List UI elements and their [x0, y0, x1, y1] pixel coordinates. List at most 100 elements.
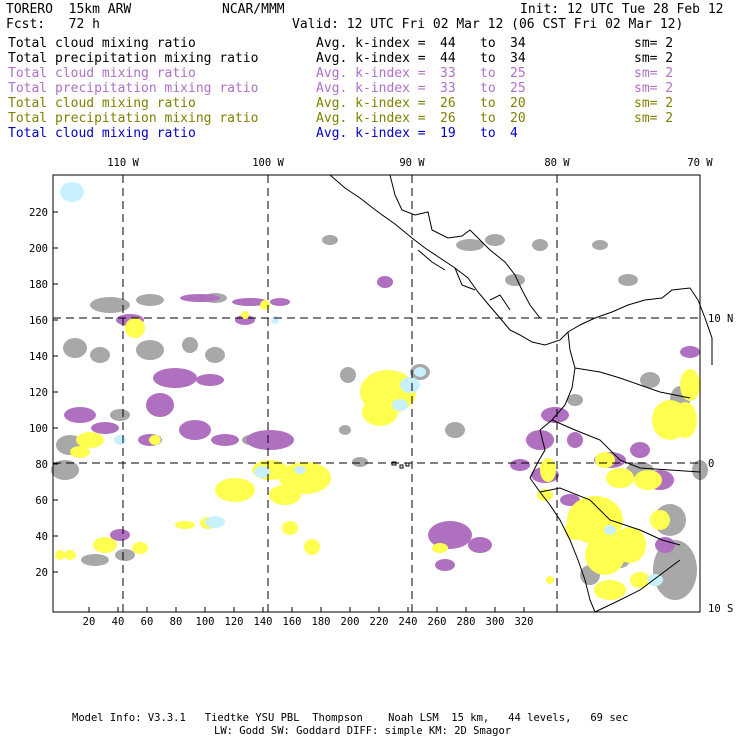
undefined	[650, 510, 670, 530]
x-tick-label: 160	[283, 616, 302, 628]
undefined	[114, 435, 126, 445]
x-tick-label: 200	[341, 616, 360, 628]
x-tick-label: 240	[399, 616, 418, 628]
light-blue-cloud-layer	[60, 182, 663, 586]
legend-kindex-to: 20	[510, 111, 526, 126]
legend-kindex-label: Avg. k-index =	[316, 66, 426, 81]
undefined	[595, 452, 615, 468]
lon-label: 110 W	[107, 157, 139, 169]
map-frame	[52, 174, 701, 613]
legend-kindex-from: 26	[440, 111, 456, 126]
x-tick-label: 180	[312, 616, 331, 628]
undefined	[55, 550, 65, 560]
legend-smoothing: sm= 2	[634, 111, 674, 126]
forecast-hour: Fcst: 72 h	[6, 17, 100, 32]
undefined	[604, 525, 616, 535]
undefined	[445, 422, 465, 438]
legend-kindex-from: 33	[440, 66, 456, 81]
valid-time: Valid: 12 UTC Fri 02 Mar 12 (06 CST Fri …	[292, 17, 684, 32]
undefined	[565, 520, 585, 540]
x-tick-label: 260	[428, 616, 447, 628]
undefined	[630, 572, 650, 588]
legend-kindex-to: 34	[510, 36, 526, 51]
x-tick-label: 140	[254, 616, 273, 628]
undefined	[93, 537, 117, 553]
legend-row: Total precipitation mixing ratio Avg. k-i…	[8, 81, 738, 96]
undefined	[64, 550, 76, 560]
legend-row: Total cloud mixing ratio Avg. k-index = 26…	[8, 96, 738, 111]
legend-field: Total cloud mixing ratio	[8, 96, 196, 111]
init-time: Init: 12 UTC Tue 28 Feb 12	[520, 2, 724, 17]
y-tick-label: 140	[29, 351, 48, 363]
undefined	[567, 394, 583, 406]
undefined	[269, 485, 301, 505]
undefined	[456, 239, 484, 251]
coastline-mexico-central-america	[329, 174, 569, 346]
undefined	[594, 580, 626, 600]
undefined	[110, 529, 130, 541]
coastline-south-america-north	[697, 299, 713, 365]
legend-field: Total precipitation mixing ratio	[8, 81, 259, 96]
lon-label: 80 W	[544, 157, 570, 169]
legend-kindex-label: Avg. k-index =	[316, 111, 426, 126]
legend-smoothing: sm= 2	[634, 66, 674, 81]
undefined	[647, 574, 663, 586]
legend-row: Total cloud mixing ratio Avg. k-index = 33…	[8, 66, 738, 81]
legend-kindex-to-word: to	[480, 111, 496, 126]
coastline-caribbean	[567, 287, 699, 333]
legend-kindex-to-word: to	[480, 81, 496, 96]
undefined	[90, 347, 110, 363]
model-info-line: Model Info: V3.3.1 Tiedtke YSU PBL Thomp…	[72, 712, 629, 724]
undefined	[282, 521, 298, 535]
lon-label: 70 W	[687, 157, 713, 169]
undefined	[322, 235, 338, 245]
y-tick-label: 60	[35, 495, 48, 507]
legend-kindex-from: 33	[440, 81, 456, 96]
undefined	[640, 372, 660, 388]
undefined	[136, 340, 164, 360]
axis-ticks	[53, 211, 525, 612]
undefined	[655, 537, 675, 553]
legend-field: Total cloud mixing ratio	[8, 126, 196, 141]
undefined	[541, 407, 569, 423]
border-lines-south-america	[539, 367, 701, 613]
legend-kindex-to: 34	[510, 51, 526, 66]
undefined	[592, 240, 608, 250]
undefined	[532, 239, 548, 251]
undefined	[215, 478, 255, 502]
y-tick-label: 160	[29, 315, 48, 327]
undefined	[526, 430, 554, 450]
undefined	[680, 346, 700, 358]
legend-kindex-from: 19	[440, 126, 456, 141]
undefined	[567, 432, 583, 448]
legend-kindex-to: 25	[510, 81, 526, 96]
undefined	[232, 298, 268, 306]
legend-kindex-label: Avg. k-index =	[316, 81, 426, 96]
undefined	[304, 539, 320, 555]
y-tick-label: 80	[35, 459, 48, 471]
undefined	[180, 294, 220, 302]
lat-label: 0	[708, 458, 714, 470]
undefined	[125, 318, 145, 338]
undefined	[211, 434, 239, 446]
axis-labels: 110 W 100 W 90 W 80 W 70 W 10 N 0 10 S 20 40 60 80 1…	[29, 157, 733, 628]
legend-kindex-label: Avg. k-index =	[316, 36, 426, 51]
x-tick-label: 60	[141, 616, 154, 628]
x-tick-label: 20	[83, 616, 96, 628]
border-lines	[417, 249, 511, 311]
legend-kindex-to-word: to	[480, 66, 496, 81]
legend-kindex-to-word: to	[480, 96, 496, 111]
undefined	[630, 442, 650, 458]
undefined	[618, 274, 638, 286]
undefined	[428, 521, 472, 549]
y-tick-label: 120	[29, 387, 48, 399]
legend-kindex-label: Avg. k-index =	[316, 126, 426, 141]
lat-label: 10 S	[708, 603, 733, 615]
undefined	[680, 369, 700, 401]
legend-kindex-to: 4	[510, 126, 518, 141]
legend-kindex-from: 44	[440, 36, 456, 51]
undefined	[435, 559, 455, 571]
undefined	[340, 367, 356, 383]
undefined	[205, 347, 225, 363]
undefined	[254, 466, 270, 478]
